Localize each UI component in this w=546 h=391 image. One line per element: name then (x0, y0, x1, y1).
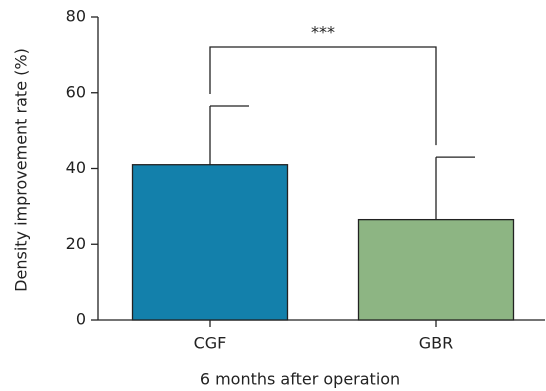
y-tick-label: 40 (66, 158, 86, 177)
bar (131, 164, 289, 321)
x-tick-label: CGF (194, 334, 227, 353)
y-tick-label: 20 (66, 234, 86, 253)
y-tick-label: 60 (66, 82, 86, 101)
bar (357, 218, 515, 321)
significance-bracket (209, 46, 437, 146)
significance-label: *** (311, 23, 335, 42)
y-tick-label: 80 (66, 7, 86, 26)
y-tick-label: 0 (76, 310, 86, 329)
x-tick-label: GBR (419, 334, 454, 353)
x-axis-label: 6 months after operation (200, 370, 400, 389)
y-axis-label: Density improvement rate (%) (12, 48, 31, 292)
